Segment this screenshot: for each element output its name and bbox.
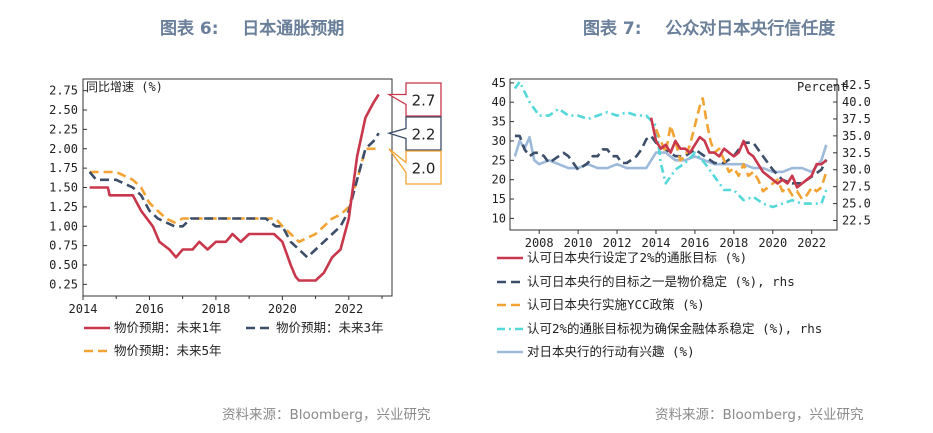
right-series-line-5 (513, 135, 828, 174)
left-series-line-2 (88, 132, 380, 259)
left-y-axis-label: 同比增速 (%) (86, 80, 163, 94)
right-right-ytick-label: 40.0 (842, 95, 871, 109)
left-xtick-label: 2022 (334, 302, 363, 316)
right-right-ytick-label: 32.5 (842, 146, 871, 160)
left-xtick-label: 2016 (135, 302, 164, 316)
right-right-ytick-label: 27.5 (842, 180, 871, 194)
right-chart-title: 图表 7: 公众对日本央行信任度 (583, 19, 836, 39)
left-ytick-label: 1.50 (49, 181, 78, 195)
right-plot-frame (509, 78, 838, 231)
left-legend-label-2: 物价预期：未来3年 (276, 320, 384, 335)
left-ytick-label: 1.75 (49, 161, 78, 175)
right-left-ytick-label: 45 (492, 76, 506, 90)
right-left-ytick-label: 20 (492, 173, 506, 187)
left-xtick-label: 2014 (69, 302, 98, 316)
callout-value-1: 2.7 (412, 92, 436, 110)
right-right-ytick-label: 37.5 (842, 112, 871, 126)
right-series-line-3 (654, 97, 828, 201)
right-right-ytick-label: 22.5 (842, 214, 871, 228)
right-series-line-2 (514, 134, 828, 185)
right-right-ytick-label: 30.0 (842, 163, 871, 177)
right-left-ytick-label: 35 (492, 115, 506, 129)
right-series-line-1 (649, 117, 828, 189)
left-ytick-label: 2.75 (49, 84, 78, 98)
left-series-line-1 (89, 93, 380, 282)
right-left-ytick-label: 30 (492, 134, 506, 148)
right-y-axis-label: Percent (797, 80, 848, 94)
right-legend-label-2: 认可日本央行的目标之一是物价稳定 (%), rhs (527, 274, 795, 289)
callout-value-2: 2.2 (412, 126, 436, 144)
right-legend-label-4: 认可2%的通胀目标视为确保金融体系稳定 (%), rhs (527, 321, 822, 336)
callout-box-2 (386, 116, 442, 151)
left-chart-title: 图表 6: 日本通胀预期 (160, 19, 345, 39)
left-xtick-label: 2018 (201, 302, 230, 316)
right-xtick-label: 2008 (525, 236, 554, 250)
right-right-ytick-label: 42.5 (842, 78, 871, 92)
right-left-ytick-label: 15 (492, 192, 506, 206)
left-xtick-label: 2020 (268, 302, 297, 316)
right-left-ytick-label: 25 (492, 153, 506, 167)
left-legend-label-1: 物价预期：未来1年 (114, 320, 222, 335)
callout-value-3: 2.0 (412, 160, 436, 178)
left-ytick-label: 2.25 (49, 122, 78, 136)
left-ytick-label: 1.00 (49, 219, 78, 233)
right-xtick-label: 2012 (603, 236, 632, 250)
right-legend-label-3: 认可日本央行实施YCC政策 (%) (527, 297, 705, 312)
left-series-line-3 (89, 147, 379, 244)
right-xtick-label: 2018 (719, 236, 748, 250)
right-legend-label-1: 认可日本央行设定了2%的通胀目标 (%) (527, 250, 747, 265)
right-left-ytick-label: 10 (492, 211, 506, 225)
right-legend-label-5: 对日本央行的行动有兴趣 (%) (527, 344, 695, 359)
left-legend-label-3: 物价预期：未来5年 (114, 343, 222, 358)
right-source-note: 资料来源：Bloomberg，兴业研究 (655, 407, 864, 423)
left-ytick-label: 1.25 (49, 200, 78, 214)
callout-box-3 (388, 148, 442, 185)
left-source-note: 资料来源：Bloomberg，兴业研究 (222, 407, 431, 423)
right-xtick-label: 2014 (642, 236, 671, 250)
right-xtick-label: 2010 (564, 236, 593, 250)
right-right-ytick-label: 25.0 (842, 197, 871, 211)
left-ytick-label: 2.00 (49, 142, 78, 156)
left-ytick-label: 2.50 (49, 103, 78, 117)
right-series-line-4 (513, 80, 828, 209)
right-xtick-label: 2022 (797, 236, 826, 250)
callout-box-1 (386, 82, 442, 117)
right-xtick-label: 2020 (758, 236, 787, 250)
left-ytick-label: 0.75 (49, 239, 78, 253)
right-xtick-label: 2016 (680, 236, 709, 250)
right-right-ytick-label: 35.0 (842, 129, 871, 143)
left-ytick-label: 0.25 (49, 277, 78, 291)
right-left-ytick-label: 40 (492, 95, 506, 109)
left-ytick-label: 0.50 (49, 258, 78, 272)
